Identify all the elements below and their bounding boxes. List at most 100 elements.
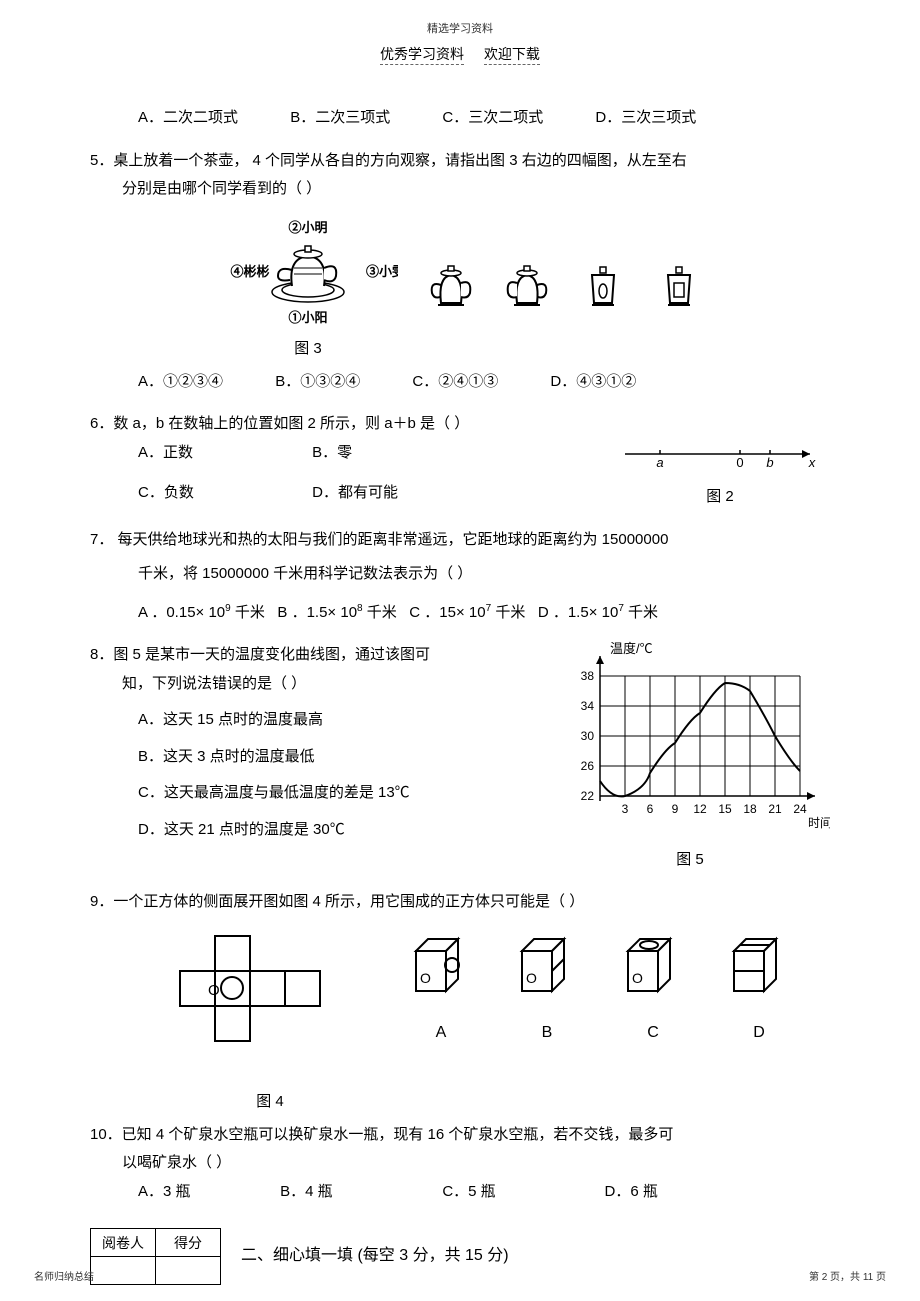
opt-c: C．三次二项式	[442, 109, 543, 126]
svg-text:x: x	[808, 455, 816, 469]
p2-label: ②小明	[288, 220, 327, 235]
header-right: 欢迎下载	[484, 46, 540, 65]
svg-text:9: 9	[672, 802, 679, 816]
q7-c: C ．15× 107 千米	[409, 604, 525, 621]
cube-b: O	[512, 931, 582, 1001]
score-h1: 阅卷人	[91, 1229, 156, 1257]
q6-d: D．都有可能	[312, 484, 398, 501]
q6-row2: C．负数 D．都有可能	[90, 479, 610, 508]
q5-b: B．①③②④	[275, 373, 360, 390]
q6: 6．数 a，b 在数轴上的位置如图 2 所示，则 a＋b 是（ ） A．正数 B…	[90, 410, 830, 512]
grid	[600, 676, 800, 796]
q10-d: D．6 瓶	[605, 1183, 658, 1200]
q7-a: A ．0.15× 109 千米	[138, 604, 265, 621]
svg-text:6: 6	[647, 802, 654, 816]
q9-label-b: B	[512, 1024, 582, 1042]
view-2	[504, 263, 550, 313]
svg-text:24: 24	[793, 802, 807, 816]
q10-a: A．3 瓶	[138, 1178, 248, 1207]
q9-label-d: D	[724, 1024, 794, 1042]
p1-label: ①小阳	[288, 310, 327, 325]
header-small: 精选学习资料	[90, 20, 830, 36]
score-c2	[156, 1257, 221, 1285]
q8-line1: 8．图 5 是某市一天的温度变化曲线图，通过该图可	[90, 641, 550, 670]
score-c1	[91, 1257, 156, 1285]
p3-label: ③小雯	[366, 264, 398, 279]
opt-b: B．二次三项式	[290, 109, 390, 126]
svg-text:3: 3	[622, 802, 629, 816]
svg-text:12: 12	[693, 802, 707, 816]
fig4-label: 图 4	[170, 1090, 370, 1111]
q8: 8．图 5 是某市一天的温度变化曲线图，通过该图可 知，下列说法错误的是（ ） …	[90, 641, 830, 874]
q7-b: B ．1.5× 108 千米	[277, 604, 396, 621]
section2-title: 二、细心填一填 (每空 3 分，共 15 分)	[241, 1241, 509, 1265]
svg-text:15: 15	[718, 802, 732, 816]
score-table: 阅卷人 得分	[90, 1228, 221, 1285]
opt-a: A．二次二项式	[138, 109, 238, 126]
q7-d: D ．1.5× 107 千米	[538, 604, 658, 621]
q6-c: C．负数	[138, 479, 308, 508]
q6-a: A．正数	[138, 439, 308, 468]
p4-label: ④彬彬	[230, 264, 269, 279]
q9-figures: O 图 4 O A O B O C	[90, 931, 830, 1111]
q5-d: D．④③①②	[550, 373, 636, 390]
svg-text:O: O	[526, 970, 537, 986]
q7-line2: 千米，将 15000000 千米用科学记数法表示为（ ）	[90, 560, 830, 589]
footer-right: 第 2 页，共 11 页	[809, 1268, 886, 1283]
svg-text:O: O	[632, 970, 643, 986]
q9: 9．一个正方体的侧面展开图如图 4 所示，用它围成的正方体只可能是（ ）	[90, 888, 830, 917]
q7: 7． 每天供给地球光和热的太阳与我们的距离非常遥远，它距地球的距离约为 1500…	[90, 526, 830, 628]
svg-text:0: 0	[736, 455, 743, 469]
q6-b: B．零	[312, 444, 352, 461]
section2-row: 阅卷人 得分 二、细心填一填 (每空 3 分，共 15 分)	[90, 1220, 830, 1285]
q8-a: A．这天 15 点时的温度最高	[90, 706, 550, 735]
net-fig4: O	[170, 931, 370, 1081]
q5-figure: ②小明 ④彬彬 ③小雯 ①小阳 图 3	[90, 218, 830, 358]
opt-d: D．三次三项式	[595, 109, 696, 126]
fig5-label: 图 5	[550, 846, 830, 875]
q9-label-a: A	[406, 1024, 476, 1042]
svg-text:b: b	[766, 455, 773, 469]
svg-text:a: a	[656, 455, 663, 469]
q-pre-opts: A．二次二项式 B．二次三项式 C．三次二项式 D．三次三项式	[90, 104, 830, 133]
svg-text:时间/时: 时间/时	[808, 816, 830, 830]
q7-line1: 7． 每天供给地球光和热的太阳与我们的距离非常遥远，它距地球的距离约为 1500…	[90, 526, 830, 555]
fig3-label: 图 3	[218, 337, 398, 358]
teapot-scene: ②小明 ④彬彬 ③小雯 ①小阳	[218, 218, 398, 328]
footer-left: 名师归纳总结	[34, 1268, 94, 1283]
cube-a: O	[406, 931, 476, 1001]
svg-text:O: O	[208, 982, 220, 999]
q7-opts: A ．0.15× 109 千米 B ．1.5× 108 千米 C ．15× 10…	[90, 599, 830, 628]
header-left: 优秀学习资料	[380, 46, 464, 65]
view-3	[580, 263, 626, 313]
svg-text:26: 26	[581, 759, 595, 773]
q10-line1: 10．已知 4 个矿泉水空瓶可以换矿泉水一瓶，现有 16 个矿泉水空瓶，若不交钱…	[90, 1121, 830, 1150]
score-h2: 得分	[156, 1229, 221, 1257]
q10-line2: 以喝矿泉水（ ）	[90, 1149, 830, 1178]
svg-text:34: 34	[581, 699, 595, 713]
q5-line1: 5．桌上放着一个茶壶， 4 个同学从各自的方向观察，请指出图 3 右边的四幅图，…	[90, 147, 830, 176]
svg-text:O: O	[420, 970, 431, 986]
header-main: 优秀学习资料 欢迎下载	[90, 44, 830, 64]
fig2-label: 图 2	[610, 483, 830, 512]
q8-line2: 知，下列说法错误的是（ ）	[90, 670, 550, 699]
temperature-chart: 温度/℃	[550, 641, 830, 831]
cube-d	[724, 931, 794, 1001]
svg-text:18: 18	[743, 802, 757, 816]
q5-c: C．②④①③	[412, 373, 498, 390]
q10-b: B．4 瓶	[280, 1178, 410, 1207]
q5-line2: 分别是由哪个同学看到的（ ）	[90, 175, 830, 204]
q9-label-c: C	[618, 1024, 688, 1042]
q8-b: B．这天 3 点时的温度最低	[90, 743, 550, 772]
view-4	[656, 263, 702, 313]
cube-c: O	[618, 931, 688, 1001]
q5-a: A．①②③④	[138, 373, 223, 390]
q8-d: D．这天 21 点时的温度是 30℃	[90, 816, 550, 845]
ylabel: 温度/℃	[610, 641, 653, 656]
svg-text:38: 38	[581, 669, 595, 683]
q5: 5．桌上放着一个茶壶， 4 个同学从各自的方向观察，请指出图 3 右边的四幅图，…	[90, 147, 830, 204]
q10-c: C．5 瓶	[442, 1178, 572, 1207]
view-1	[428, 263, 474, 313]
q6-text: 6．数 a，b 在数轴上的位置如图 2 所示，则 a＋b 是（ ）	[90, 410, 830, 439]
svg-text:22: 22	[581, 789, 595, 803]
